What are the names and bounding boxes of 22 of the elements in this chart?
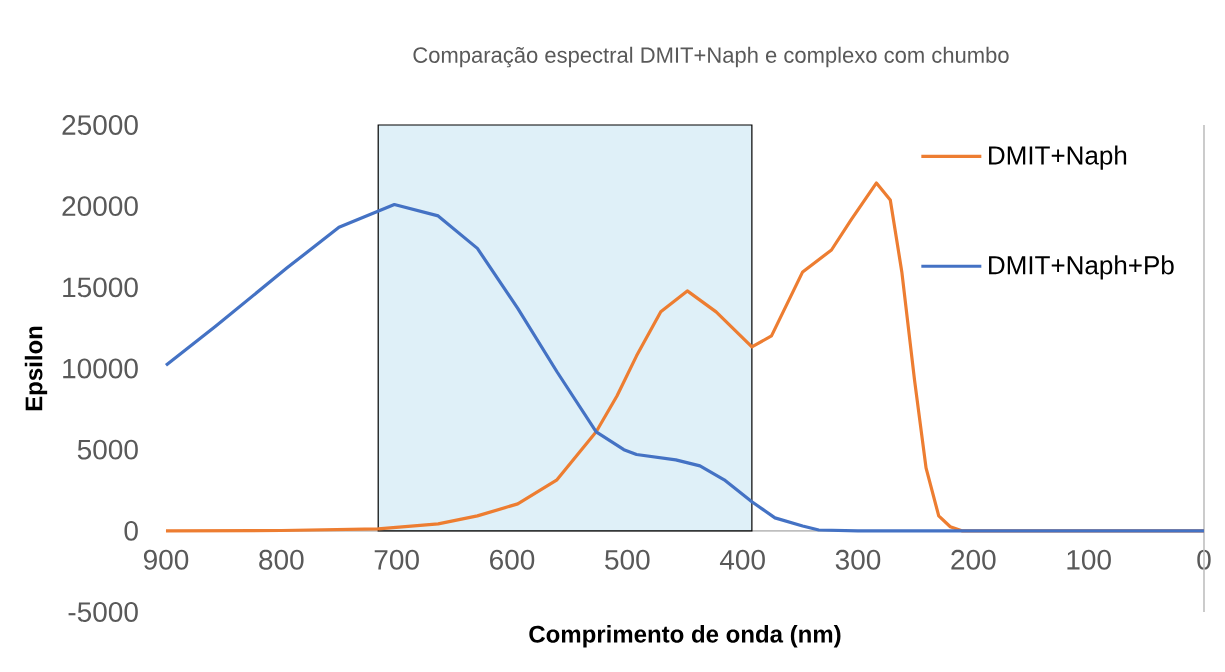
x-tick-label: 600 [490,549,535,570]
x-tick-label: 300 [835,549,881,570]
x-axis-title: Comprimento de onda (nm) [529,625,841,648]
x-tick-label: 200 [951,549,996,570]
y-tick-label: 25000 [62,115,138,135]
y-tick-label: 15000 [63,277,138,298]
y-axis-title: Epsilon [24,326,48,411]
y-tick-label: 5000 [77,439,138,460]
legend-label: DMIT+Naph+Pb [989,255,1174,280]
y-tick-label: 0 [124,520,138,541]
x-tick-label: 100 [1067,549,1111,570]
y-tick-label: 10000 [63,358,138,379]
chart-title: Comparação espectral DMIT+Naph e complexo com chumbo [413,46,1009,68]
x-tick-label: 400 [719,549,765,570]
x-tick-label: 900 [143,549,189,570]
x-tick-label: 700 [374,549,419,570]
y-tick-label: -5000 [68,602,138,622]
x-tick-label: 500 [605,549,650,570]
legend-label: DMIT+Naph [989,145,1127,170]
y-tick-label: 20000 [62,196,138,217]
x-tick-label: 800 [259,549,304,570]
x-tick-label: 0 [1197,549,1211,570]
